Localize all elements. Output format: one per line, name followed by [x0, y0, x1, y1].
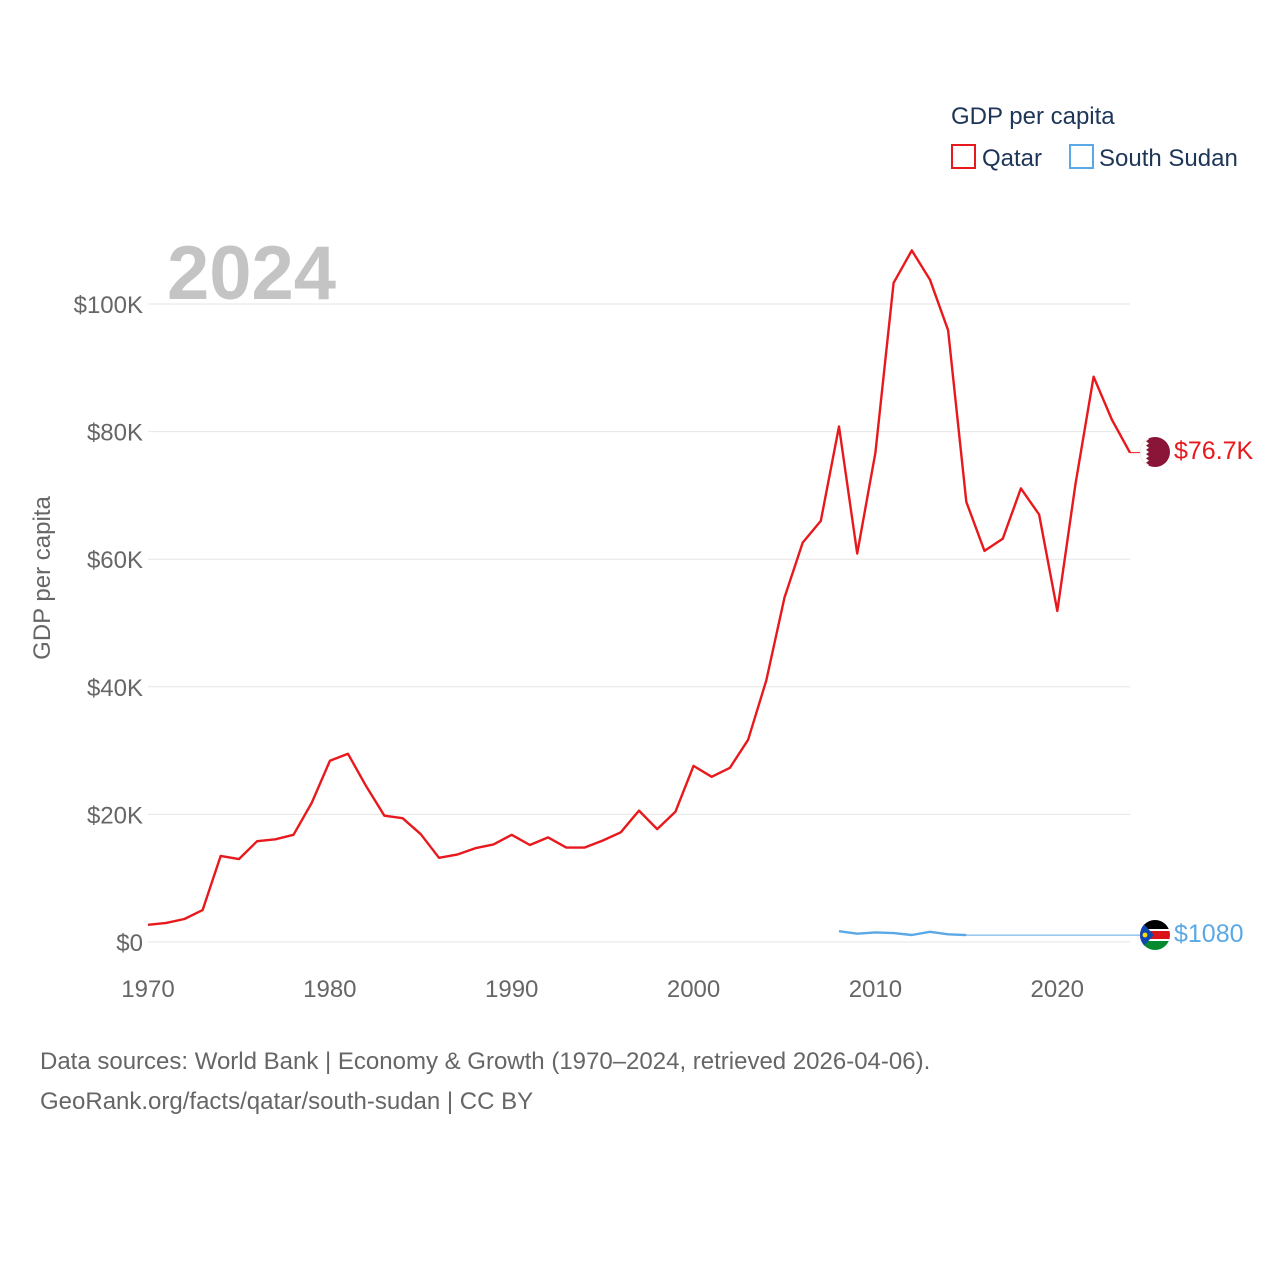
end-label-qatar: $76.7K	[1174, 437, 1254, 465]
x-axis-ticks: 1970 1980 1990 2000 2010 2020	[121, 976, 1084, 1003]
year-label: 2024	[167, 231, 336, 316]
legend-item-qatar[interactable]: Qatar	[951, 144, 1042, 172]
gdp-chart: GDP per capita Qatar South Sudan 2024 GD…	[29, 103, 1254, 1003]
source-line-2[interactable]: GeoRank.org/facts/qatar/south-sudan | CC…	[40, 1088, 534, 1115]
series-line-south-sudan	[838, 930, 967, 937]
x-tick-label: 2020	[1031, 976, 1084, 1003]
series-lines	[147, 249, 1140, 937]
legend-swatch-south-sudan	[1069, 144, 1094, 169]
y-tick-label: $100K	[74, 292, 143, 319]
y-tick-label: $20K	[87, 802, 143, 829]
gridlines	[148, 303, 1130, 943]
qatar-flag-icon	[1140, 437, 1170, 467]
y-tick-label: $60K	[87, 547, 143, 574]
south-sudan-flag-icon	[1140, 920, 1170, 950]
legend-swatch-qatar	[951, 144, 976, 169]
x-tick-label: 2000	[667, 976, 720, 1003]
legend-label-south-sudan: South Sudan	[1099, 145, 1238, 172]
x-tick-label: 1970	[121, 976, 174, 1003]
legend-item-south-sudan[interactable]: South Sudan	[1069, 144, 1238, 172]
x-tick-label: 1980	[303, 976, 356, 1003]
end-label-south-sudan: $1080	[1174, 920, 1244, 948]
y-tick-label: $0	[116, 930, 143, 957]
series-line-qatar	[147, 249, 1132, 926]
y-tick-label: $40K	[87, 675, 143, 702]
source-note: Data sources: World Bank | Economy & Gro…	[40, 1042, 1240, 1122]
x-tick-label: 2010	[849, 976, 902, 1003]
y-axis-title: GDP per capita	[29, 496, 56, 660]
legend-title: GDP per capita	[951, 103, 1115, 130]
legend-label-qatar: Qatar	[982, 145, 1042, 172]
x-tick-label: 1990	[485, 976, 538, 1003]
source-line-1: Data sources: World Bank | Economy & Gro…	[40, 1048, 931, 1075]
y-axis-ticks: $0 $20K $40K $60K $80K $100K	[74, 292, 143, 957]
y-tick-label: $80K	[87, 420, 143, 447]
